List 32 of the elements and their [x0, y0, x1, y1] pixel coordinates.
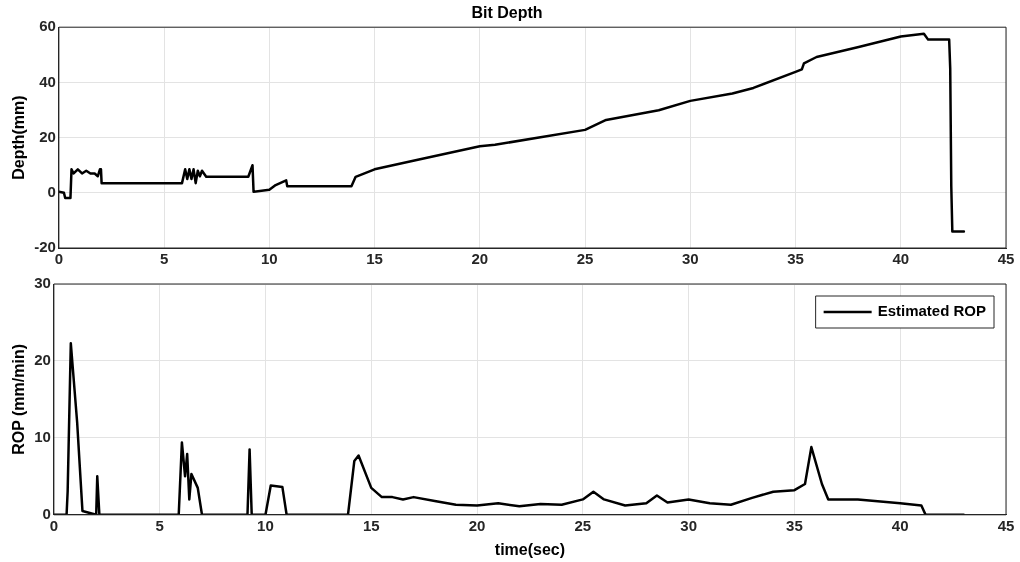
- x-tick-label: 20: [468, 516, 486, 534]
- chart-title: Bit Depth: [471, 4, 543, 22]
- y-tick-label: 40: [39, 72, 56, 90]
- y-tick-label: 60: [39, 17, 56, 35]
- x-tick-label: 30: [681, 250, 699, 268]
- x-tick-label: 10: [261, 250, 278, 268]
- x-tick-label: 35: [786, 516, 803, 534]
- x-tick-label: 30: [680, 516, 697, 534]
- y-tick-label: 20: [34, 351, 51, 369]
- x-tick-label: 5: [155, 516, 164, 534]
- x-tick-label: 35: [787, 250, 804, 268]
- y-axis-title: ROP (mm/min): [10, 343, 28, 455]
- y-axis-title: Depth(mm): [10, 95, 28, 180]
- y-tick-label: 30: [34, 274, 51, 292]
- x-tick-label: 5: [159, 250, 169, 268]
- x-tick-label: 45: [997, 250, 1015, 268]
- y-tick-label: 20: [39, 127, 56, 145]
- x-tick-label: 45: [997, 516, 1015, 534]
- y-tick-label: 10: [34, 428, 51, 446]
- x-tick-label: 25: [576, 250, 594, 268]
- x-tick-label: 25: [574, 516, 592, 534]
- x-tick-label: 15: [366, 250, 383, 268]
- x-tick-label: 40: [892, 250, 910, 268]
- y-tick-label: 0: [47, 182, 56, 200]
- x-tick-label: 20: [471, 250, 489, 268]
- y-tick-label: -20: [34, 238, 56, 256]
- x-tick-label: 15: [362, 516, 380, 534]
- x-tick-label: 40: [891, 516, 909, 534]
- x-tick-label: 10: [257, 516, 274, 534]
- legend-label: Estimated ROP: [877, 302, 987, 320]
- y-tick-label: 0: [42, 504, 51, 522]
- x-axis-title: time(sec): [494, 540, 566, 558]
